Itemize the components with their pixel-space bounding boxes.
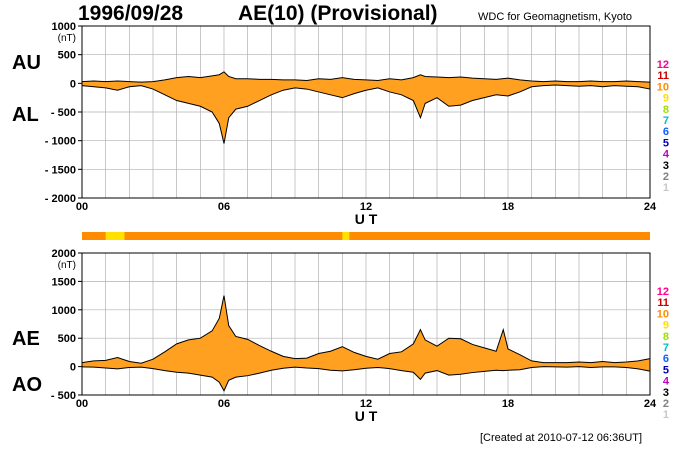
station-scale-7: 7 xyxy=(663,115,669,127)
plot-frame xyxy=(81,252,651,396)
station-count-segment xyxy=(124,232,343,240)
ao-label: AO xyxy=(12,374,42,396)
x-tick-label: 18 xyxy=(502,398,514,410)
series-line-au xyxy=(81,71,651,83)
x-tick-label: 12 xyxy=(360,398,372,410)
x-axis-label: U T xyxy=(355,408,378,424)
y-tick-label: 1000 xyxy=(52,21,76,33)
station-scale-11: 11 xyxy=(657,297,669,309)
x-tick-label: 00 xyxy=(76,398,88,410)
series-line-ao xyxy=(81,366,651,392)
station-count-segment xyxy=(342,232,350,240)
y-tick-label: - 500 xyxy=(51,107,76,119)
y-tick-label: 500 xyxy=(58,333,76,345)
y-tick-label: 500 xyxy=(58,50,76,62)
area-band xyxy=(82,71,650,144)
station-scale-7: 7 xyxy=(663,342,669,354)
x-tick-label: 18 xyxy=(502,201,514,213)
station-scale-6: 6 xyxy=(663,353,669,365)
station-scale-10: 10 xyxy=(657,81,669,93)
au-label: AU xyxy=(12,52,41,74)
station-scale-11: 11 xyxy=(657,70,669,82)
station-scale-9: 9 xyxy=(663,93,669,105)
y-tick-label: 1000 xyxy=(52,305,76,317)
station-scale-8: 8 xyxy=(663,104,669,116)
station-scale-12: 12 xyxy=(657,59,669,71)
y-tick-label: 1500 xyxy=(52,276,76,288)
area-band xyxy=(82,295,650,391)
series-line-al xyxy=(81,84,651,144)
x-tick-label: 12 xyxy=(360,201,372,213)
station-scale-6: 6 xyxy=(663,126,669,138)
station-count-segment xyxy=(105,232,125,240)
station-count-segment xyxy=(82,232,106,240)
y-tick-label: - 500 xyxy=(51,390,76,402)
date-title: 1996/09/28 xyxy=(78,2,184,25)
station-scale-1: 1 xyxy=(663,182,669,194)
y-tick-label: - 1000 xyxy=(45,136,76,148)
x-tick-label: 06 xyxy=(218,201,230,213)
x-tick-label: 24 xyxy=(644,398,657,410)
x-tick-label: 24 xyxy=(644,201,657,213)
x-axis-label: U T xyxy=(355,211,378,227)
y-unit-label: (nT) xyxy=(58,260,76,271)
station-scale-3: 3 xyxy=(663,387,669,399)
x-tick-label: 00 xyxy=(76,201,88,213)
station-scale-9: 9 xyxy=(663,320,669,332)
al-label: AL xyxy=(12,104,39,126)
station-scale-2: 2 xyxy=(663,171,669,183)
y-tick-label: - 2000 xyxy=(45,193,76,205)
created-timestamp: [Created at 2010-07-12 06:36UT] xyxy=(480,432,643,444)
station-scale-12: 12 xyxy=(657,286,669,298)
y-tick-label: - 1500 xyxy=(45,164,76,176)
station-count-segment xyxy=(349,232,650,240)
station-scale-8: 8 xyxy=(663,331,669,343)
station-scale-3: 3 xyxy=(663,160,669,172)
station-scale-2: 2 xyxy=(663,398,669,410)
series-line-ae xyxy=(81,295,651,364)
station-scale-10: 10 xyxy=(657,308,669,320)
station-scale-4: 4 xyxy=(663,149,670,161)
y-unit-label: (nT) xyxy=(58,33,76,44)
station-scale-5: 5 xyxy=(663,137,669,149)
data-source: WDC for Geomagnetism, Kyoto xyxy=(478,11,633,23)
x-tick-label: 06 xyxy=(218,398,230,410)
ae-label: AE xyxy=(12,328,40,350)
y-tick-label: 2000 xyxy=(52,248,76,260)
station-scale-1: 1 xyxy=(663,409,669,421)
chart-title: AE(10) (Provisional) xyxy=(238,2,438,25)
station-scale-4: 4 xyxy=(663,376,670,388)
y-tick-label: 0 xyxy=(70,362,76,374)
y-tick-label: 0 xyxy=(70,78,76,90)
station-scale-5: 5 xyxy=(663,364,669,376)
